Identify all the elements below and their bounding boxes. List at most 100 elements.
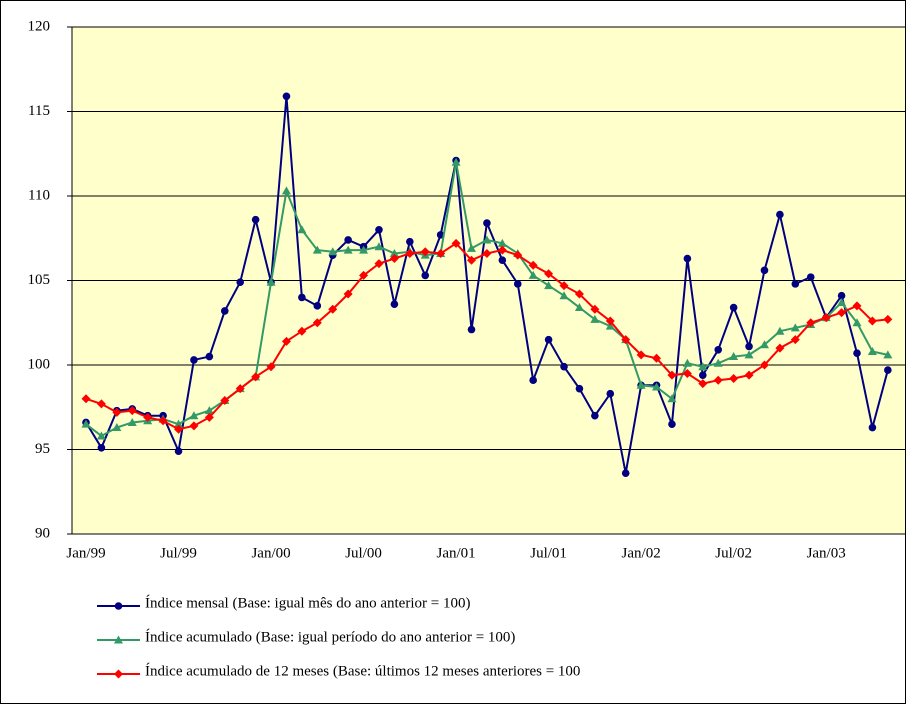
- marker: [852, 318, 862, 327]
- marker: [190, 356, 198, 364]
- marker: [359, 270, 369, 280]
- marker: [389, 254, 399, 264]
- marker: [451, 157, 461, 166]
- marker: [127, 406, 137, 416]
- marker: [374, 242, 384, 251]
- x-tick-label: Jul/00: [345, 545, 382, 561]
- marker: [837, 297, 847, 306]
- marker: [281, 186, 291, 195]
- x-tick-label: Jan/02: [622, 545, 661, 561]
- marker: [174, 447, 183, 455]
- marker: [698, 362, 708, 371]
- marker: [189, 421, 199, 431]
- marker: [667, 370, 677, 380]
- marker: [699, 371, 707, 379]
- marker: [652, 382, 662, 391]
- marker: [344, 236, 352, 244]
- marker: [606, 389, 615, 398]
- marker: [497, 245, 507, 255]
- marker: [483, 219, 491, 227]
- marker: [114, 635, 123, 644]
- marker: [174, 419, 184, 428]
- marker: [298, 293, 306, 302]
- x-tick-label: Jan/01: [436, 545, 475, 561]
- marker: [235, 384, 245, 394]
- marker: [544, 281, 554, 290]
- marker: [405, 248, 415, 258]
- marker: [729, 352, 739, 361]
- marker: [575, 384, 584, 393]
- marker: [574, 303, 584, 312]
- marker: [467, 243, 476, 252]
- marker: [667, 394, 677, 403]
- marker: [497, 238, 507, 247]
- marker: [174, 424, 184, 434]
- y-tick-label: 120: [28, 18, 51, 34]
- marker: [312, 318, 322, 328]
- marker: [251, 215, 260, 224]
- marker: [112, 423, 122, 432]
- marker: [621, 335, 631, 345]
- marker: [605, 321, 615, 330]
- marker: [775, 343, 785, 353]
- marker: [421, 271, 430, 280]
- marker: [482, 248, 492, 258]
- marker: [868, 423, 877, 432]
- y-tick-label: 105: [28, 272, 51, 288]
- marker: [236, 278, 244, 286]
- marker: [436, 248, 446, 258]
- marker: [652, 353, 662, 363]
- marker: [529, 376, 537, 385]
- marker: [883, 314, 893, 324]
- marker: [127, 417, 137, 426]
- marker: [852, 301, 862, 311]
- marker: [498, 256, 507, 265]
- x-tick-label: Jul/02: [715, 545, 752, 561]
- marker: [266, 362, 276, 372]
- marker: [343, 289, 353, 299]
- marker: [158, 416, 168, 426]
- marker: [867, 316, 877, 326]
- marker: [97, 444, 106, 452]
- marker: [605, 316, 615, 326]
- x-tick-label: Jan/00: [251, 545, 290, 561]
- marker: [343, 245, 353, 254]
- x-tick-label: Jan/99: [66, 545, 105, 561]
- marker: [790, 323, 800, 332]
- marker: [760, 266, 769, 275]
- marker: [266, 277, 276, 286]
- y-tick-label: 90: [35, 525, 50, 541]
- marker: [81, 394, 91, 404]
- x-tick-label: Jul/01: [530, 545, 567, 561]
- marker: [744, 350, 754, 359]
- marker: [220, 307, 229, 315]
- marker: [328, 304, 338, 314]
- marker: [513, 280, 522, 288]
- y-tick-label: 110: [28, 187, 50, 203]
- marker: [729, 303, 738, 312]
- marker: [636, 380, 646, 389]
- marker: [467, 325, 476, 334]
- marker: [544, 335, 553, 344]
- marker: [713, 358, 723, 367]
- marker: [698, 379, 708, 389]
- marker: [759, 360, 769, 370]
- marker: [560, 362, 568, 371]
- marker: [668, 420, 676, 428]
- legend-label: Índice acumulado de 12 meses (Base: últi…: [145, 662, 580, 679]
- marker: [590, 304, 600, 314]
- marker: [328, 247, 338, 256]
- marker: [682, 358, 692, 367]
- marker: [467, 255, 476, 265]
- x-tick-label: Jul/99: [160, 545, 197, 561]
- marker: [713, 375, 723, 385]
- marker: [374, 259, 384, 269]
- marker: [313, 302, 322, 310]
- marker: [883, 350, 893, 359]
- marker: [729, 374, 739, 384]
- marker: [375, 226, 383, 234]
- marker: [559, 281, 569, 291]
- marker: [513, 250, 523, 260]
- marker: [745, 342, 753, 351]
